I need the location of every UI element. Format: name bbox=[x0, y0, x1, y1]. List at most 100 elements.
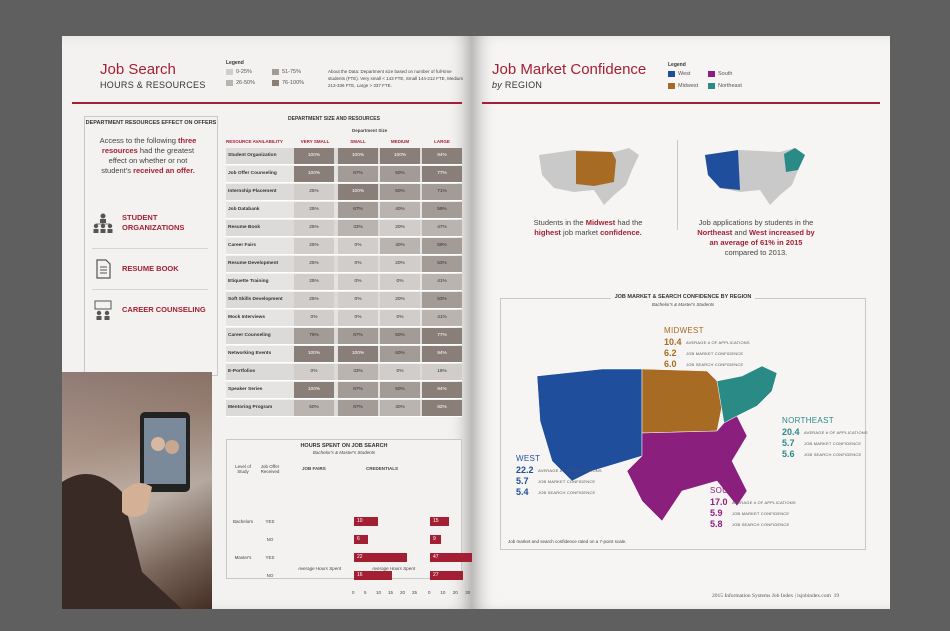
table-cell: 25% bbox=[294, 202, 334, 218]
chart-title-text: JOB MARKET & SEARCH CONFIDENCE BY REGION bbox=[610, 294, 756, 300]
resource-career-counseling: CAREER COUNSELING bbox=[92, 299, 212, 321]
col-header: MEDIUM bbox=[390, 139, 410, 144]
table-cell: 18% bbox=[422, 364, 462, 380]
region-value: 5.8 bbox=[710, 519, 723, 529]
stat-highlight: confidence. bbox=[600, 228, 642, 237]
fairs-tick: 20 bbox=[400, 590, 406, 595]
region-value: 6.2 bbox=[664, 348, 677, 358]
table-group-header: Department Size bbox=[352, 128, 388, 133]
region-metric-label: AVERAGE # OF APPLICATIONS bbox=[538, 468, 602, 473]
table-cell: 60% bbox=[380, 184, 420, 200]
region-name: MIDWEST bbox=[664, 326, 704, 335]
table-cell: 94% bbox=[422, 382, 462, 398]
table-cell: 0% bbox=[294, 310, 334, 326]
table-cell: 0% bbox=[294, 364, 334, 380]
about-data-note: About the Data: Department size based on… bbox=[328, 69, 464, 88]
resource-label: CAREER COUNSELING bbox=[122, 305, 206, 314]
table-cell: 41% bbox=[422, 274, 462, 290]
table-row: Etiquette Training 25% 0% 0% 41% bbox=[226, 274, 462, 291]
cred-tick: 20 bbox=[452, 590, 458, 595]
table-cell: 0% bbox=[338, 310, 378, 326]
legend-swatch bbox=[668, 83, 675, 89]
table-cell: 71% bbox=[422, 184, 462, 200]
resource-resume-book: RESUME BOOK bbox=[92, 258, 212, 280]
hours-chart-box bbox=[226, 439, 462, 579]
table-cell: 100% bbox=[294, 346, 334, 362]
legend-swatch bbox=[272, 80, 279, 86]
table-cell: 33% bbox=[338, 220, 378, 236]
table-row: Job Databank 25% 67% 40% 59% bbox=[226, 202, 462, 219]
credentials-bar: 15 bbox=[430, 517, 449, 526]
table-cell: 20% bbox=[380, 292, 420, 308]
table-row: Job Offer Counseling 100% 67% 60% 77% bbox=[226, 166, 462, 183]
row-label: Etiquette Training bbox=[228, 279, 269, 284]
subtitle-by: by bbox=[492, 80, 503, 90]
hours-subtitle: Bachelor's & Master's Students bbox=[312, 450, 376, 455]
table-cell: 67% bbox=[338, 382, 378, 398]
table-row: Mentoring Program 50% 67% 40% 82% bbox=[226, 400, 462, 417]
legend-item: 51-75% bbox=[272, 69, 301, 75]
table-cell: 20% bbox=[380, 256, 420, 272]
legend-swatch bbox=[708, 83, 715, 89]
offer-label: NO bbox=[266, 537, 274, 542]
level-label: Master's bbox=[234, 555, 252, 560]
row-label: Mentoring Program bbox=[228, 405, 273, 410]
table-row: Soft Skills Development 25% 0% 20% 53% bbox=[226, 292, 462, 309]
legend-item: Midwest bbox=[668, 83, 698, 89]
divider bbox=[92, 289, 208, 290]
job-fairs-bar: 6 bbox=[354, 535, 369, 544]
legend-label: South bbox=[718, 71, 733, 77]
table-cell: 40% bbox=[380, 238, 420, 254]
region-value: 6.0 bbox=[664, 359, 677, 369]
legend-label: Northeast bbox=[718, 83, 742, 89]
region-map-title: JOB MARKET & SEARCH CONFIDENCE BY REGION bbox=[500, 294, 866, 300]
table-cell: 53% bbox=[422, 292, 462, 308]
page-number: 19 bbox=[833, 593, 840, 599]
table-cell: 59% bbox=[422, 202, 462, 218]
header-rule bbox=[72, 102, 462, 104]
cred-tick: 30 bbox=[465, 590, 471, 595]
region-metric-label: JOB SEARCH CONFIDENCE bbox=[732, 522, 790, 527]
right-page: Job Market Confidence by REGION Legend W… bbox=[472, 36, 890, 609]
legend-label: West bbox=[678, 71, 691, 77]
stat-highlight: Midwest bbox=[585, 218, 616, 227]
document-icon bbox=[96, 259, 111, 279]
table-row: Student Organization 100% 100% 100% 94% bbox=[226, 148, 462, 165]
divider bbox=[677, 140, 678, 230]
region-name: WEST bbox=[516, 454, 541, 463]
legend-item: Northeast bbox=[708, 83, 742, 89]
intro-highlight: received an offer. bbox=[133, 166, 195, 175]
table-cell: 25% bbox=[294, 292, 334, 308]
intro-highlight: three resources bbox=[101, 136, 197, 155]
page-subtitle: by REGION bbox=[492, 80, 542, 90]
legend-title: Legend bbox=[668, 62, 686, 68]
col-header: SMALL bbox=[350, 139, 366, 144]
table-row: Career Counseling 75% 67% 60% 77% bbox=[226, 328, 462, 345]
resource-label: STUDENT ORGANIZATIONS bbox=[122, 213, 185, 232]
region-value: 20.4 bbox=[782, 427, 800, 437]
job-fairs-bar: 22 bbox=[354, 553, 407, 562]
row-label: Internship Placement bbox=[228, 189, 277, 194]
row-label: Mock Interviews bbox=[228, 315, 266, 320]
brochure-spread: Job Search HOURS & RESOURCES Legend 0-25… bbox=[62, 36, 890, 609]
fairs-tick: 15 bbox=[388, 590, 394, 595]
northeast-west-stat: Job applications by students in the Nort… bbox=[694, 218, 818, 258]
table-cell: 100% bbox=[338, 184, 378, 200]
legend-label: 0-25% bbox=[236, 69, 252, 75]
table-cell: 94% bbox=[422, 148, 462, 164]
row-label: Resume Book bbox=[228, 225, 260, 230]
page-title: Job Search bbox=[100, 61, 176, 78]
cred-tick: 10 bbox=[440, 590, 446, 595]
table-cell: 0% bbox=[380, 274, 420, 290]
region-metric-label: AVERAGE # OF APPLICATIONS bbox=[732, 500, 796, 505]
table-cell: 47% bbox=[422, 220, 462, 236]
table-cell: 67% bbox=[338, 400, 378, 416]
region-value: 17.0 bbox=[710, 497, 728, 507]
legend-item: 0-25% bbox=[226, 69, 252, 75]
fairs-tick: 0 bbox=[352, 590, 355, 595]
page-subtitle: HOURS & RESOURCES bbox=[100, 80, 206, 90]
legend-label: 26-50% bbox=[236, 80, 255, 86]
region-map-subtitle: Bachelor's & Master's Students bbox=[651, 302, 715, 307]
legend-swatch bbox=[668, 71, 675, 77]
col-offer: Job Offer Received bbox=[260, 464, 280, 474]
